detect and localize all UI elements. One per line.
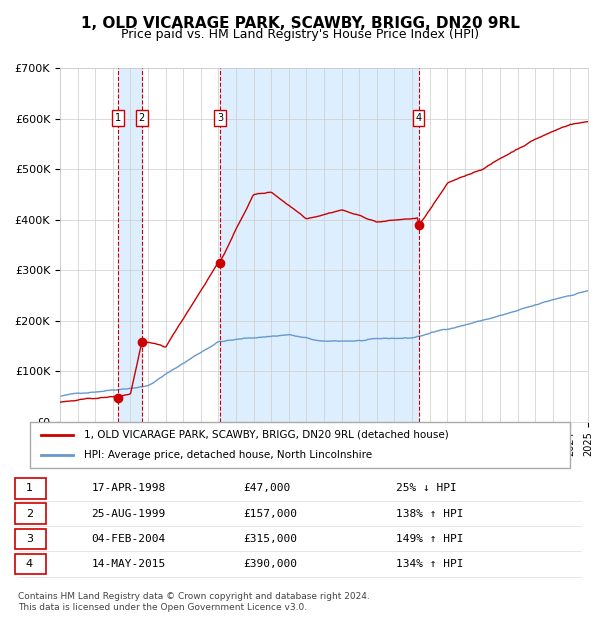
Text: 1, OLD VICARAGE PARK, SCAWBY, BRIGG, DN20 9RL: 1, OLD VICARAGE PARK, SCAWBY, BRIGG, DN2… xyxy=(80,16,520,30)
Text: 17-APR-1998: 17-APR-1998 xyxy=(91,484,166,494)
FancyBboxPatch shape xyxy=(15,503,46,524)
Text: £390,000: £390,000 xyxy=(244,559,298,569)
Text: £47,000: £47,000 xyxy=(244,484,291,494)
Text: 1, OLD VICARAGE PARK, SCAWBY, BRIGG, DN20 9RL (detached house): 1, OLD VICARAGE PARK, SCAWBY, BRIGG, DN2… xyxy=(84,430,449,440)
FancyBboxPatch shape xyxy=(15,478,46,498)
Text: 1: 1 xyxy=(115,113,121,123)
Text: HPI: Average price, detached house, North Lincolnshire: HPI: Average price, detached house, Nort… xyxy=(84,450,372,460)
FancyBboxPatch shape xyxy=(30,422,570,468)
Text: Contains HM Land Registry data © Crown copyright and database right 2024.
This d: Contains HM Land Registry data © Crown c… xyxy=(18,592,370,611)
Text: Price paid vs. HM Land Registry's House Price Index (HPI): Price paid vs. HM Land Registry's House … xyxy=(121,28,479,41)
Bar xyxy=(118,68,142,422)
Text: 134% ↑ HPI: 134% ↑ HPI xyxy=(396,559,463,569)
FancyBboxPatch shape xyxy=(15,554,46,574)
Text: 4: 4 xyxy=(415,113,422,123)
Text: 149% ↑ HPI: 149% ↑ HPI xyxy=(396,534,463,544)
Text: 3: 3 xyxy=(26,534,33,544)
Text: 04-FEB-2004: 04-FEB-2004 xyxy=(91,534,166,544)
Text: 3: 3 xyxy=(217,113,223,123)
Text: 2: 2 xyxy=(26,508,33,519)
Text: 25% ↓ HPI: 25% ↓ HPI xyxy=(396,484,457,494)
Text: 138% ↑ HPI: 138% ↑ HPI xyxy=(396,508,463,519)
FancyBboxPatch shape xyxy=(15,528,46,549)
Text: 14-MAY-2015: 14-MAY-2015 xyxy=(91,559,166,569)
Text: £315,000: £315,000 xyxy=(244,534,298,544)
Bar xyxy=(220,68,419,422)
Text: 4: 4 xyxy=(26,559,33,569)
Text: 1: 1 xyxy=(26,484,33,494)
Text: £157,000: £157,000 xyxy=(244,508,298,519)
Text: 25-AUG-1999: 25-AUG-1999 xyxy=(91,508,166,519)
Text: 2: 2 xyxy=(139,113,145,123)
